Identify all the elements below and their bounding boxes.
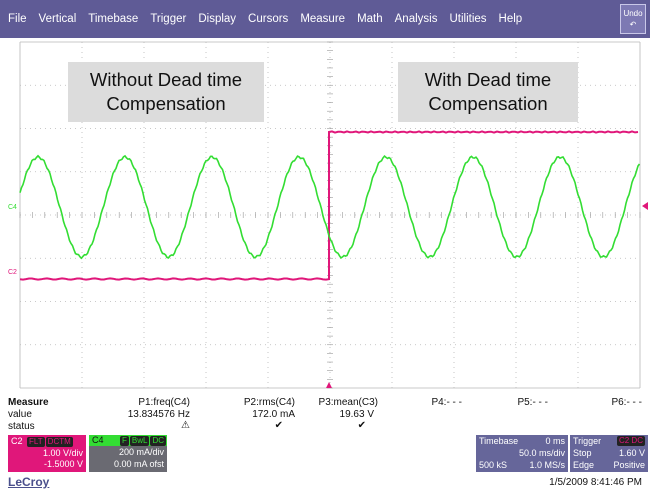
timebase-samples: 500 kS <box>479 460 508 470</box>
annotation-right-line1: With Dead time <box>424 69 552 90</box>
timebase-sampling: 500 kS 1.0 MS/s <box>476 459 568 471</box>
trigger-state-row: Stop 1.60 V <box>570 447 648 459</box>
menu-cursors[interactable]: Cursors <box>248 13 289 25</box>
c4-level-marker[interactable]: C4 <box>8 204 17 211</box>
trigger-type-row: Edge Positive <box>570 459 648 471</box>
menu-utilities[interactable]: Utilities <box>449 13 487 25</box>
trigger-header: Trigger C2 DC <box>570 435 648 447</box>
menu-bar: File Vertical Timebase Trigger Display C… <box>0 0 650 38</box>
c2-level-marker[interactable]: C2 <box>8 269 17 276</box>
c4-offset: 0.00 mA ofst <box>113 459 164 469</box>
c2-trace <box>19 130 639 281</box>
trigger-level-marker[interactable] <box>642 202 648 210</box>
measure-value-label: value <box>8 409 32 420</box>
trigger-label: Trigger <box>573 436 602 446</box>
timebase-tdiv: 50.0 ms/div <box>518 448 565 458</box>
trigger-position-marker[interactable] <box>326 382 332 388</box>
c4-filter-badge: F <box>120 436 129 446</box>
menu-math[interactable]: Math <box>357 13 383 25</box>
menu-vertical[interactable]: Vertical <box>38 13 77 25</box>
menu-trigger[interactable]: Trigger <box>150 13 187 25</box>
measure-p1-name[interactable]: P1:freq(C4) <box>138 397 190 408</box>
annotation-right-line2: Compensation <box>428 93 548 114</box>
undo-icon: ↶ <box>629 20 637 29</box>
menu-help[interactable]: Help <box>498 13 523 25</box>
c4-vdiv: 200 mA/div <box>118 447 164 457</box>
c4-header: C4 F BwL DC <box>92 435 167 446</box>
annotation-with-compensation: With Dead time Compensation <box>398 62 578 122</box>
menu-analysis[interactable]: Analysis <box>394 13 438 25</box>
trigger-source-badge: C2 DC <box>616 436 645 446</box>
measure-header: Measure <box>8 397 49 408</box>
menu-display[interactable]: Display <box>198 13 237 25</box>
checkmark-icon: ✔ <box>274 420 283 431</box>
measure-p3-value: 19.63 V <box>339 409 374 420</box>
menu-measure[interactable]: Measure <box>300 13 346 25</box>
c2-vdiv: 1.00 V/div <box>42 448 83 458</box>
measure-p1-value: 13.834576 Hz <box>127 409 190 420</box>
measure-p5-name[interactable]: P5:- - - <box>517 397 548 408</box>
waveform-grid: C4 C2 <box>8 41 648 389</box>
timebase-delay: 0 ms <box>545 436 565 446</box>
c4-bwl-badge: BwL <box>129 436 150 446</box>
datetime-display: 1/5/2009 8:41:46 PM <box>549 477 642 488</box>
c4-coupling-badge: DC <box>150 436 167 446</box>
measure-p3-name[interactable]: P3:mean(C3) <box>318 397 378 408</box>
c4-trace <box>19 154 641 260</box>
c2-label: C2 <box>11 436 23 446</box>
measure-p2-value: 172.0 mA <box>252 409 295 420</box>
c2-offset: -1.5000 V <box>43 459 83 469</box>
c2-filter-badge: FLT <box>27 437 45 447</box>
timebase-descriptor[interactable]: Timebase 0 ms 50.0 ms/div 500 kS 1.0 MS/… <box>476 435 568 472</box>
undo-button[interactable]: Undo ↶ <box>620 4 646 34</box>
c4-label: C4 <box>92 435 104 445</box>
c2-coupling-badge: DCTM <box>45 437 73 447</box>
c2-header: C2 FLT DCTM <box>8 435 86 448</box>
channel-c2-descriptor[interactable]: C2 FLT DCTM 1.00 V/div -1.5000 V <box>8 435 86 472</box>
checkmark-icon: ✔ <box>357 420 366 431</box>
undo-label: Undo <box>623 9 643 18</box>
measure-p2-name[interactable]: P2:rms(C4) <box>243 397 295 408</box>
measure-p4-name[interactable]: P4:- - - <box>431 397 462 408</box>
menu-file[interactable]: File <box>8 13 27 25</box>
annotation-left-line1: Without Dead time <box>89 69 243 90</box>
trigger-type: Edge <box>573 460 595 470</box>
timebase-label: Timebase <box>479 436 519 446</box>
annotation-left-line2: Compensation <box>106 93 226 114</box>
annotation-without-compensation: Without Dead time Compensation <box>68 62 264 122</box>
scope-display[interactable]: C4 C2 Without Dead time Compensation Wit… <box>0 38 650 393</box>
channel-c4-descriptor[interactable]: C4 F BwL DC 200 mA/div 0.00 mA ofst <box>89 435 167 472</box>
trigger-level: 1.60 V <box>618 448 645 458</box>
timebase-header: Timebase 0 ms <box>476 435 568 447</box>
warning-icon: ⚠ <box>181 420 190 431</box>
timebase-rate: 1.0 MS/s <box>529 460 565 470</box>
measure-p6-name[interactable]: P6:- - - <box>611 397 642 408</box>
trigger-descriptor[interactable]: Trigger C2 DC Stop 1.60 V Edge Positive <box>570 435 648 472</box>
measure-status-label: status <box>8 421 35 432</box>
trigger-slope: Positive <box>613 460 645 470</box>
menu-timebase[interactable]: Timebase <box>88 13 139 25</box>
trigger-mode: Stop <box>573 448 592 458</box>
lecroy-logo: LeCroy <box>8 475 50 489</box>
